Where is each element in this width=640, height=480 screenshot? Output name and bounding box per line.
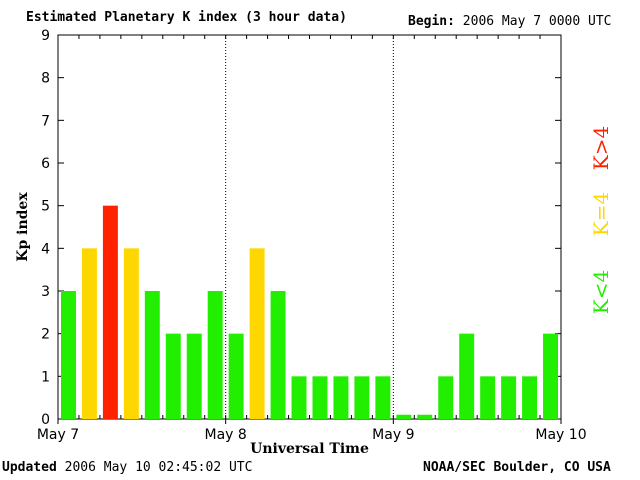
updated-time: Updated 2006 May 10 02:45:02 UTC xyxy=(2,460,252,475)
chart-title: Estimated Planetary K index (3 hour data… xyxy=(26,10,347,25)
y-tick-label: 3 xyxy=(41,284,50,300)
kp-bar xyxy=(312,376,328,419)
plot-frame xyxy=(57,34,562,420)
begin-value: 2006 May 7 0000 UTC xyxy=(462,14,612,29)
kp-bar xyxy=(270,291,286,419)
kp-bar xyxy=(207,291,223,419)
updated-label: Updated xyxy=(2,460,57,475)
kp-bar xyxy=(102,205,118,419)
legend-entry: K<4 xyxy=(589,270,613,314)
kp-bar xyxy=(144,291,160,419)
y-tick-label: 1 xyxy=(41,369,50,385)
y-tick-label: 9 xyxy=(41,28,50,44)
data-source: NOAA/SEC Boulder, CO USA xyxy=(423,460,611,475)
y-tick-label: 4 xyxy=(41,241,50,257)
kp-bar xyxy=(61,291,76,419)
kp-bar xyxy=(417,414,433,419)
y-tick-label: 6 xyxy=(41,156,50,172)
x-tick-label: May 9 xyxy=(372,427,414,443)
kp-bar xyxy=(522,376,538,419)
y-tick-label: 0 xyxy=(41,412,50,428)
updated-value: 2006 May 10 02:45:02 UTC xyxy=(64,460,253,475)
y-tick-label: 8 xyxy=(41,71,50,87)
kp-bar xyxy=(81,248,97,419)
kp-bar xyxy=(228,333,244,419)
begin-time: Begin: 2006 May 7 0000 UTC xyxy=(408,14,612,29)
legend-entry: K>4 xyxy=(589,126,613,170)
kp-bar xyxy=(438,376,454,419)
kp-bar xyxy=(291,376,307,419)
kp-bar xyxy=(459,333,475,419)
y-tick-label: 7 xyxy=(41,113,50,129)
kp-bar xyxy=(543,333,558,419)
legend-entry: K=4 xyxy=(589,192,613,236)
kp-bar xyxy=(396,414,412,419)
begin-label: Begin: xyxy=(408,14,455,29)
x-tick-label: May 7 xyxy=(37,427,79,443)
kp-bar xyxy=(123,248,139,419)
y-tick-label: 5 xyxy=(41,199,50,215)
x-axis-title: Universal Time xyxy=(250,441,369,457)
kp-bar xyxy=(333,376,349,419)
kp-bar xyxy=(501,376,517,419)
kp-bar xyxy=(165,333,181,419)
y-axis-title: Kp index xyxy=(15,192,31,262)
y-tick-label: 2 xyxy=(41,327,50,343)
kp-bar xyxy=(186,333,202,419)
kp-bar xyxy=(354,376,370,419)
kp-bar xyxy=(480,376,496,419)
kp-bar xyxy=(249,248,265,419)
x-tick-label: May 8 xyxy=(205,427,247,443)
x-tick-label: May 10 xyxy=(535,427,586,443)
kp-bar xyxy=(375,376,391,419)
